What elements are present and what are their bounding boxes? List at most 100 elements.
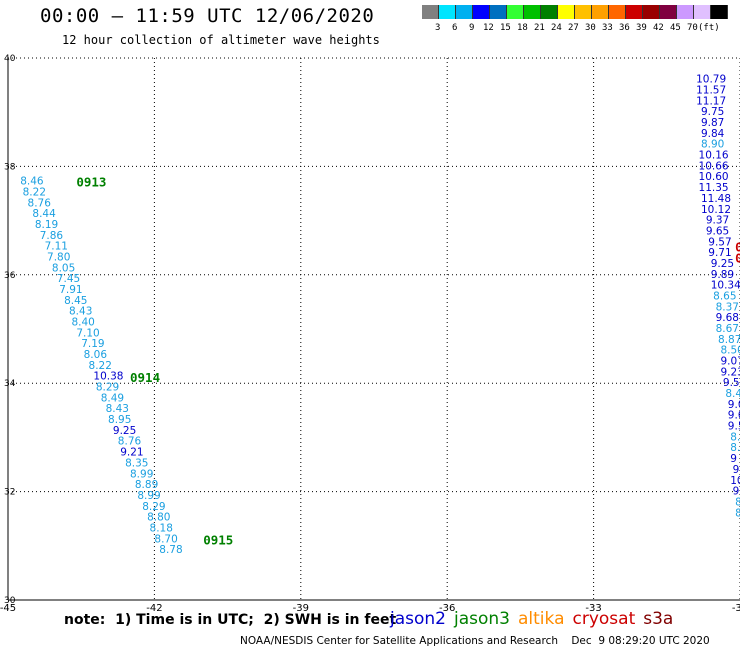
wave-height-value: 8.65 [713,290,736,302]
color-scale-label: 39 [636,23,647,33]
wave-height-value: 8.46 [20,176,44,188]
wave-height-value: 9.0 [728,399,740,411]
color-swatch [609,5,626,19]
x-tick-label: -39 [293,603,309,614]
wave-height-value: 8. [730,442,740,454]
track-time-label: 0915 [203,532,233,547]
color-swatch [473,5,490,19]
color-swatch [507,5,524,19]
wave-height-value: 8.40 [71,316,94,328]
color-scale-label: 42 [653,23,664,33]
wave-height-value: 9.07 [720,356,740,368]
wave-height-value: 7.80 [47,251,70,263]
wave-height-value: 8.50 [720,345,740,357]
page-title: 00:00 – 11:59 UTC 12/06/2020 [40,5,375,27]
wave-height-value: 8.76 [118,436,142,448]
wave-height-value: 9.0 [728,410,740,422]
satellite-legend: jason2 jason3 altika cryosat s3a [390,609,681,629]
wave-height-value: 8.67 [716,323,739,335]
color-swatch [490,5,507,19]
color-scale-label: 15 [500,23,511,33]
wave-height-value: 9.75 [701,106,724,118]
wave-height-value: 9.21 [120,447,143,459]
wave-height-value: 8.78 [159,544,182,556]
wave-height-value: 9 [730,453,737,465]
y-tick-label: 30 [4,596,16,606]
color-swatch [626,5,643,19]
color-scale-label: 6 [452,23,458,33]
wave-height-value: 8.22 [89,360,112,372]
wave-height-value: 7.11 [45,241,68,253]
wave-height-value: 8.70 [154,533,177,545]
color-swatch [677,5,694,19]
credit-line: NOAA/NESDIS Center for Satellite Applica… [240,635,710,647]
x-tick-label: -33 [585,603,601,614]
wave-height-value: 11.17 [696,95,726,107]
wave-height-value: 7.86 [40,230,64,242]
color-scale-label: 30 [585,23,596,33]
x-tick-label: -42 [146,603,162,614]
wave-height-value: 9.84 [701,128,725,140]
track-time-label: 0913 [76,175,106,190]
color-scale-label: 3 [435,23,441,33]
wave-height-value: 10.79 [696,74,726,86]
x-tick-label: -30 [732,603,740,614]
color-swatch [456,5,473,19]
color-scale-label: (ft) [698,23,720,33]
color-scale-label: 24 [551,23,562,33]
wave-height-value: 8.44 [32,208,56,220]
wave-height-value: 8.87 [718,334,740,346]
wave-height-value: 9 [733,464,740,476]
wave-height-value: 8.06 [84,349,108,361]
wave-height-value: 9.5 [728,421,740,433]
color-swatch [575,5,592,19]
wave-height-value: 7.10 [76,327,99,339]
color-scale-label: 33 [602,23,613,33]
wave-height-value: 8.22 [23,186,46,198]
x-tick-label: -36 [439,603,455,614]
color-swatch [694,5,711,19]
wave-height-value: 8.19 [35,219,58,231]
wave-height-value: 8.45 [64,295,87,307]
wave-height-value: 8.89 [135,479,158,491]
wave-height-value: 9.65 [706,225,729,237]
wave-height-value: 8.35 [125,457,148,469]
wave-height-value: 11.48 [701,193,731,205]
color-scale-label: 12 [483,23,494,33]
wave-height-value: 8.29 [142,501,165,513]
wave-height-value: 9 [733,486,740,498]
color-scale-label: 45 [670,23,681,33]
wave-height-value: 8 [735,496,740,508]
wave-height-value: 9.25 [113,425,136,437]
y-tick-label: 32 [4,488,15,498]
wave-height-value: 10.34 [711,280,740,292]
wave-height-value: 9.23 [720,366,740,378]
x-tick-label: -45 [0,603,16,614]
color-scale-label: 18 [517,23,528,33]
wave-height-value: 8.43 [106,403,129,415]
wave-height-value: 9.37 [706,215,729,227]
wave-height-value: 11.35 [699,182,729,194]
color-scale-label: 21 [534,23,545,33]
wave-height-value: 7.91 [59,284,82,296]
wave-height-value: 10.38 [93,371,123,383]
color-scale-label: 70 [687,23,698,33]
track-time-label: 06 [735,240,740,255]
wave-height-value: 8.29 [96,382,119,394]
color-swatch [592,5,609,19]
wave-height-value: 9.5 [723,377,740,389]
wave-height-value: 7.45 [57,273,80,285]
wave-height-value: 8.43 [69,306,92,318]
color-swatch [541,5,558,19]
wave-height-value: 8 [735,507,740,519]
legend-item-jason2: jason2 [390,609,446,629]
legend-item-altika: altika [518,609,565,629]
legend-item-s3a: s3a [643,609,674,629]
color-swatch [660,5,677,19]
page-subtitle: 12 hour collection of altimeter wave hei… [62,33,380,47]
wave-height-value: 8.76 [28,197,52,209]
wave-height-value: 9.87 [701,117,724,129]
y-tick-label: 36 [4,271,16,281]
color-scale-label: 9 [469,23,475,33]
